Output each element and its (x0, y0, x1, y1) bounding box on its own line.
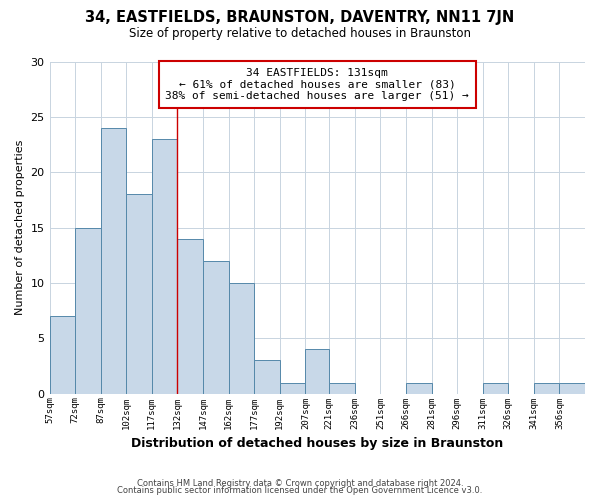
Y-axis label: Number of detached properties: Number of detached properties (15, 140, 25, 316)
Bar (559, 382, 585, 394)
Bar (75, 228, 101, 394)
Bar (178, 238, 203, 394)
X-axis label: Distribution of detached houses by size in Braunston: Distribution of detached houses by size … (131, 437, 503, 450)
Text: Contains public sector information licensed under the Open Government Licence v3: Contains public sector information licen… (118, 486, 482, 495)
Bar (406, 382, 431, 394)
Bar (305, 350, 329, 394)
Bar (152, 139, 178, 394)
Bar (254, 360, 280, 394)
Text: 34, EASTFIELDS, BRAUNSTON, DAVENTRY, NN11 7JN: 34, EASTFIELDS, BRAUNSTON, DAVENTRY, NN1… (85, 10, 515, 25)
Text: Contains HM Land Registry data © Crown copyright and database right 2024.: Contains HM Land Registry data © Crown c… (137, 478, 463, 488)
Text: 34 EASTFIELDS: 131sqm
← 61% of detached houses are smaller (83)
38% of semi-deta: 34 EASTFIELDS: 131sqm ← 61% of detached … (166, 68, 469, 102)
Bar (534, 382, 559, 394)
Bar (126, 194, 152, 394)
Bar (280, 382, 305, 394)
Bar (329, 382, 355, 394)
Bar (101, 128, 126, 394)
Bar (50, 316, 75, 394)
Bar (229, 283, 254, 394)
Bar (203, 261, 229, 394)
Bar (482, 382, 508, 394)
Text: Size of property relative to detached houses in Braunston: Size of property relative to detached ho… (129, 28, 471, 40)
